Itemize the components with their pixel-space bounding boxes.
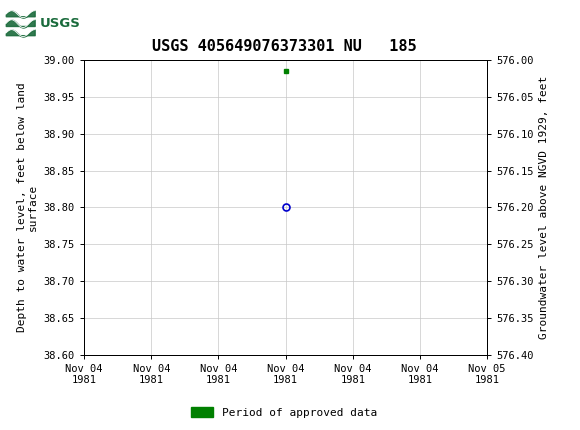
Text: USGS 405649076373301 NU   185: USGS 405649076373301 NU 185 [152, 39, 416, 54]
Legend: Period of approved data: Period of approved data [187, 403, 382, 422]
Y-axis label: Depth to water level, feet below land
surface: Depth to water level, feet below land su… [17, 83, 38, 332]
FancyBboxPatch shape [5, 6, 71, 41]
Y-axis label: Groundwater level above NGVD 1929, feet: Groundwater level above NGVD 1929, feet [539, 76, 549, 339]
Text: USGS: USGS [39, 17, 80, 30]
